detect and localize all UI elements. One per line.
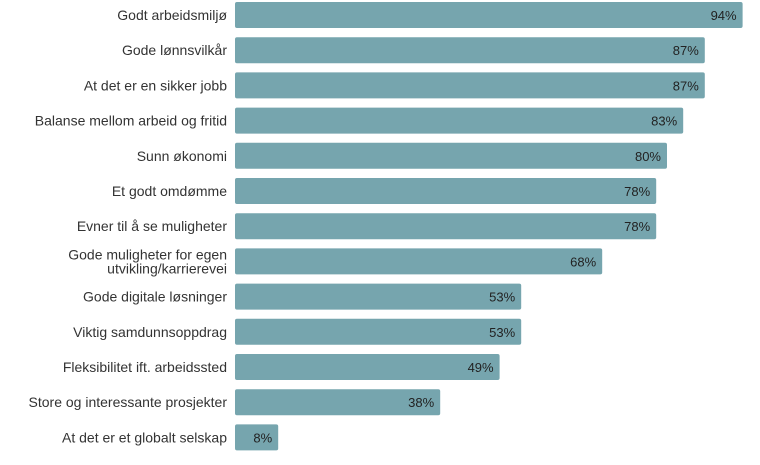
category-label-line: At det er en sikker jobb	[84, 77, 227, 93]
bar	[235, 178, 657, 204]
value-label: 49%	[468, 360, 494, 375]
value-label: 83%	[651, 114, 677, 129]
category-label-line: At det er et globalt selskap	[62, 429, 227, 445]
bar	[235, 107, 684, 134]
category-label: Fleksibilitet ift. arbeidssted	[63, 359, 227, 375]
value-label: 78%	[624, 184, 650, 199]
value-label: 80%	[635, 149, 661, 164]
category-label: Evner til å se muligheter	[77, 218, 228, 234]
category-label-line: Balanse mellom arbeid og fritid	[35, 113, 227, 129]
category-label-line: Evner til å se muligheter	[77, 218, 228, 234]
category-label-line: Gode muligheter for egen	[68, 246, 227, 262]
value-label: 53%	[489, 290, 515, 305]
bar	[235, 213, 657, 240]
value-label: 78%	[624, 219, 650, 234]
category-label: Viktig samdunnsoppdrag	[73, 324, 227, 340]
category-label: At det er en sikker jobb	[84, 77, 227, 93]
value-label: 38%	[408, 395, 434, 410]
category-label-line: utvikling/karrierevei	[107, 260, 227, 276]
value-label: 53%	[489, 325, 515, 340]
category-label: Gode digitale løsninger	[83, 289, 227, 305]
bar	[235, 72, 705, 99]
category-label-line: Gode lønnsvilkår	[122, 42, 227, 58]
category-label-line: Fleksibilitet ift. arbeidssted	[63, 359, 227, 375]
value-label: 87%	[673, 43, 699, 58]
value-label: 87%	[673, 78, 699, 93]
bar	[235, 424, 279, 451]
category-label-line: Gode digitale løsninger	[83, 289, 227, 305]
category-label-line: Et godt omdømme	[112, 183, 227, 199]
bar	[235, 389, 441, 416]
category-label: Godt arbeidsmiljø	[117, 7, 227, 23]
category-label: Gode muligheter for egen utvikling/karrie…	[68, 246, 227, 276]
category-label: At det er et globalt selskap	[62, 429, 227, 445]
category-label-line: Store og interessante prosjekter	[29, 394, 228, 410]
bar	[235, 283, 522, 310]
value-label: 94%	[711, 8, 737, 23]
category-label: Gode lønnsvilkår	[122, 42, 227, 58]
bar	[235, 354, 500, 380]
category-label-line: Sunn økonomi	[137, 148, 227, 164]
category-label: Sunn økonomi	[137, 148, 227, 164]
category-label-line: Viktig samdunnsoppdrag	[73, 324, 227, 340]
value-label: 8%	[253, 430, 272, 445]
category-label: Balanse mellom arbeid og fritid	[35, 113, 227, 129]
bar	[235, 37, 705, 64]
bar	[235, 142, 667, 169]
category-label: Et godt omdømme	[112, 183, 227, 199]
bar	[235, 248, 603, 275]
bar	[235, 2, 743, 28]
bar	[235, 318, 522, 345]
category-label-line: Godt arbeidsmiljø	[117, 7, 227, 23]
value-label: 68%	[570, 254, 596, 269]
category-label: Store og interessante prosjekter	[29, 394, 228, 410]
